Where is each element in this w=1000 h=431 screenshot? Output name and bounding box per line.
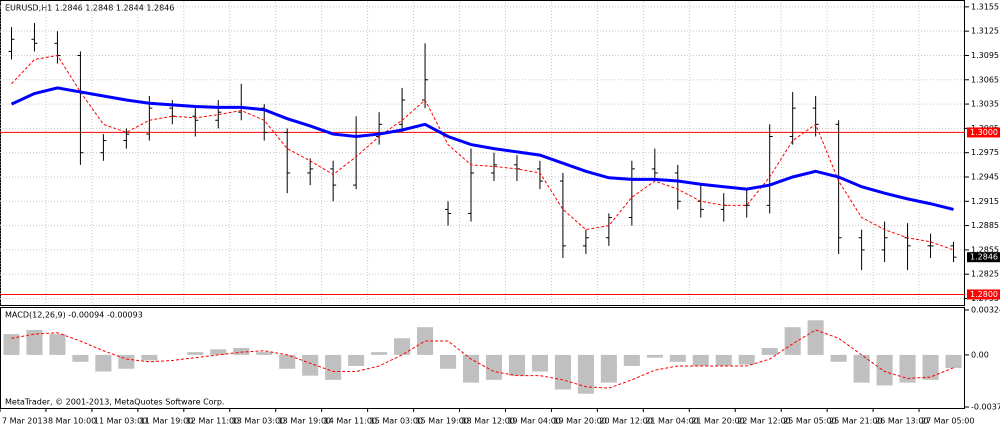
y-tick-label: 0.00	[971, 350, 989, 359]
y-tick-label: 1.2945	[971, 172, 999, 181]
macd-bar	[325, 354, 342, 380]
last-price-tag	[967, 252, 1000, 263]
macd-bar	[394, 338, 411, 355]
macd-bar	[715, 354, 732, 366]
x-tick-label: 14 Mar 11:00	[324, 417, 377, 426]
x-tick-label: 7 Mar 2013	[2, 417, 48, 426]
x-tick-label: 21 Mar 04:00	[645, 417, 698, 426]
y-tick-label: 1.3125	[971, 27, 999, 36]
macd-bar	[210, 349, 227, 355]
macd-bar	[899, 354, 916, 383]
macd-bar	[118, 354, 135, 369]
level-label: 1.2800	[970, 290, 998, 299]
x-tick-label: 19 Mar 04:00	[507, 417, 560, 426]
y-tick-label: 1.3065	[971, 75, 999, 84]
x-tick-label: 12 Mar 11:00	[186, 417, 239, 426]
x-tick-label: 20 Mar 12:00	[599, 417, 652, 426]
macd-bar	[95, 354, 112, 372]
x-tick-label: 22 Mar 12:00	[737, 417, 790, 426]
macd-bar	[761, 347, 778, 355]
macd-bar	[26, 329, 43, 355]
macd-bar	[485, 354, 503, 380]
macd-bar	[508, 354, 526, 376]
footer: MetaTrader, © 2001-2013, MetaQuotes Soft…	[5, 398, 224, 407]
y-tick-label: 0.00324	[971, 306, 1000, 315]
x-tick-label: 11 Mar 03:00	[94, 417, 147, 426]
macd-bar	[577, 354, 594, 394]
x-tick-label: 8 Mar 10:00	[48, 417, 96, 426]
level-label: 1.3000	[970, 128, 998, 137]
x-tick-label: 19 Mar 20:00	[553, 417, 606, 426]
macd-bar	[853, 354, 870, 383]
macd-bar	[417, 327, 434, 355]
macd-bar	[692, 354, 709, 366]
x-tick-label: 27 Mar 05:00	[921, 417, 974, 426]
macd-bar	[945, 354, 962, 368]
macd-bar	[646, 354, 663, 358]
x-tick-label: 25 Mar 05:00	[783, 417, 836, 426]
x-tick-label: 13 Mar 03:00	[232, 417, 285, 426]
macd-bar	[302, 354, 319, 376]
macd-panel	[0, 307, 965, 409]
y-tick-label: 1.2825	[971, 270, 999, 279]
macd-bar	[348, 354, 365, 366]
macd-bar	[531, 354, 548, 372]
macd-bar	[439, 354, 457, 369]
level-tag	[967, 289, 1000, 300]
moving-average	[11, 54, 954, 251]
macd-bar	[554, 354, 571, 390]
x-tick-label: 21 Mar 20:00	[691, 417, 744, 426]
macd-bar	[600, 354, 617, 383]
macd-bar	[141, 354, 158, 361]
y-tick-label: -0.00376	[971, 403, 1000, 412]
macd-bar	[830, 354, 847, 362]
y-tick-label: 1.2885	[971, 221, 999, 230]
signal-line	[11, 329, 954, 389]
level-tag	[967, 127, 1000, 138]
macd-bar	[623, 354, 640, 366]
x-tick-label: 25 Mar 21:00	[829, 417, 882, 426]
macd-bar	[922, 354, 939, 380]
macd-bar	[876, 354, 893, 386]
moving-average	[10, 86, 954, 211]
macd-bar	[3, 334, 20, 355]
macd-bar	[669, 354, 686, 362]
macd-bar	[187, 352, 204, 355]
x-tick-label: 13 Mar 19:00	[278, 417, 331, 426]
macd-bar	[462, 354, 480, 383]
x-tick-label: 15 Mar 19:00	[416, 417, 469, 426]
macd-bar	[49, 334, 66, 355]
macd-bar	[784, 327, 801, 355]
macd-bar	[256, 352, 273, 355]
macd-bar	[371, 352, 388, 355]
y-tick-label: 1.2855	[971, 245, 999, 254]
macd-title: MACD(12,26,9) -0.00094 -0.00093	[5, 311, 143, 320]
y-tick-label: 1.2975	[971, 148, 999, 157]
last-price-label: 1.2846	[970, 253, 998, 262]
x-tick-label: 11 Mar 19:00	[140, 417, 193, 426]
y-tick-label: 1.3095	[971, 51, 999, 60]
macd-bar	[738, 354, 755, 365]
x-tick-label: 26 Mar 13:00	[875, 417, 928, 426]
y-tick-label: 1.2915	[971, 197, 999, 206]
price-title: EURUSD,H1 1.2846 1.2848 1.2844 1.2846	[5, 4, 174, 13]
macd-bar	[807, 320, 824, 355]
y-tick-label: 1.3035	[971, 100, 999, 109]
macd-bar	[72, 354, 89, 362]
x-tick-label: 18 Mar 12:00	[462, 417, 515, 426]
macd-bar	[233, 347, 250, 355]
x-tick-label: 15 Mar 03:00	[370, 417, 423, 426]
y-tick-label: 1.3155	[971, 2, 999, 11]
macd-bar	[279, 354, 296, 369]
